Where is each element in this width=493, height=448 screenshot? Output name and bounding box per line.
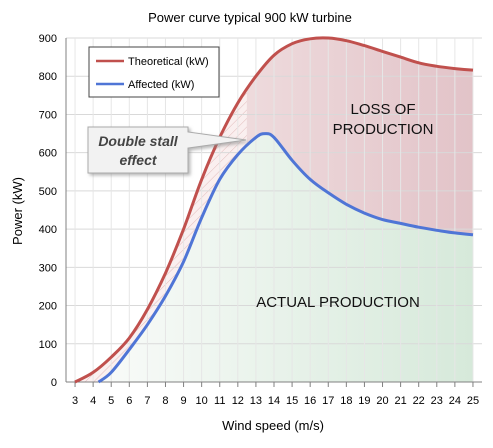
x-tick-label: 18 — [340, 395, 352, 407]
x-tick-label: 5 — [108, 395, 114, 407]
x-tick-label: 10 — [196, 395, 208, 407]
chart-title: Power curve typical 900 kW turbine — [148, 10, 352, 25]
x-tick-label: 15 — [286, 395, 298, 407]
y-tick-labels: 0 100 200 300 400 500 600 700 800 900 — [39, 33, 57, 389]
x-tick-label: 4 — [90, 395, 96, 407]
x-tick-label: 13 — [250, 395, 262, 407]
loss-of-production-label-line1: LOSS OF — [350, 101, 415, 118]
x-tick-label: 14 — [268, 395, 280, 407]
y-tick-label: 100 — [39, 339, 57, 351]
x-tick-label: 25 — [467, 395, 479, 407]
y-axis-title: Power (kW) — [10, 177, 25, 245]
actual-production-label: ACTUAL PRODUCTION — [256, 294, 420, 311]
x-tick-label: 12 — [232, 395, 244, 407]
series-line-affected — [97, 132, 474, 384]
x-tick-label: 3 — [72, 395, 78, 407]
x-tick-label: 22 — [413, 395, 425, 407]
x-tick-labels: 3 4 5 6 7 8 9 10 11 12 13 14 15 16 17 18 19 20 21 22 23 24 25 — [72, 382, 479, 407]
x-tick-label: 24 — [449, 395, 461, 407]
loss-of-production-label-line2: PRODUCTION — [333, 121, 434, 138]
x-tick-label: 8 — [162, 395, 168, 407]
loss-of-production-area — [75, 37, 473, 382]
y-tick-label: 900 — [39, 33, 57, 45]
y-tick-label: 0 — [51, 377, 57, 389]
x-axis-title: Wind speed (m/s) — [222, 418, 324, 433]
x-tick-label: 11 — [214, 395, 225, 407]
x-tick-label: 16 — [304, 395, 316, 407]
callout-text-line2: effect — [119, 152, 157, 168]
series-line-theoretical — [74, 36, 474, 384]
x-tick-label: 17 — [322, 395, 334, 407]
y-tick-label: 800 — [39, 71, 57, 83]
legend-box — [88, 46, 220, 98]
y-tick-label: 400 — [39, 224, 57, 236]
series-lines — [74, 36, 474, 384]
x-tick-label: 9 — [181, 395, 187, 407]
x-tick-label: 6 — [126, 395, 132, 407]
x-tick-label: 23 — [431, 395, 443, 407]
callout-box — [87, 126, 247, 174]
x-tick-label: 21 — [394, 395, 406, 407]
x-tick-label: 7 — [144, 395, 150, 407]
callout-text-line1: Double stall — [98, 133, 178, 149]
double-stall-callout: Double stall effect — [87, 126, 247, 174]
legend-label-theoretical: Theoretical (kW) — [128, 56, 209, 68]
y-tick-label: 500 — [39, 186, 57, 198]
legend: Theoretical (kW) Affected (kW) — [88, 46, 220, 98]
x-tick-label: 20 — [376, 395, 388, 407]
x-tick-label: 19 — [358, 395, 370, 407]
legend-label-affected: Affected (kW) — [128, 79, 194, 91]
y-tick-label: 200 — [39, 301, 57, 313]
actual-production-area — [98, 133, 473, 382]
y-tick-label: 600 — [39, 148, 57, 160]
y-tick-label: 300 — [39, 262, 57, 274]
y-tick-label: 700 — [39, 109, 57, 121]
